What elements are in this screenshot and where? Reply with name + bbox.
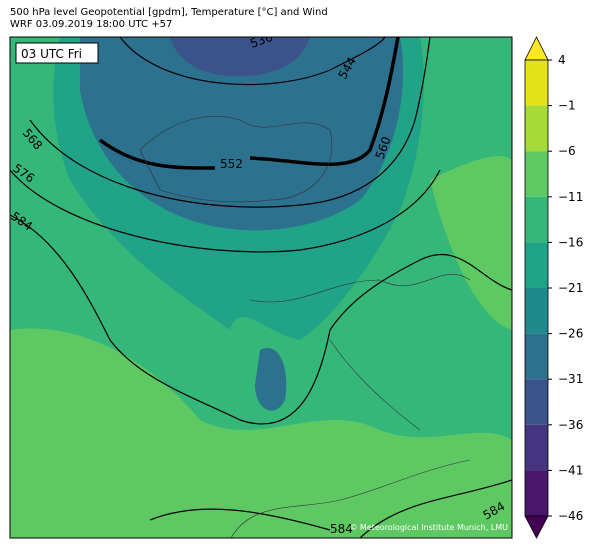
colorbar-tick-label: −41 bbox=[558, 463, 583, 477]
colorbar-band bbox=[525, 288, 548, 334]
colorbar-tick-label: −26 bbox=[558, 327, 583, 341]
colorbar-band bbox=[525, 424, 548, 471]
subtitle: WRF 03.09.2019 18:00 UTC +57 bbox=[10, 19, 172, 30]
colorbar-tick-label: 4 bbox=[558, 53, 566, 67]
colorbar-tick-label: −21 bbox=[558, 281, 583, 295]
cold-region bbox=[255, 348, 287, 411]
contour-label: 584 bbox=[330, 522, 353, 536]
cold-region bbox=[80, 37, 404, 231]
warm-region bbox=[10, 328, 512, 538]
colorbar-band bbox=[525, 470, 548, 516]
time-label-box bbox=[15, 42, 99, 64]
colorbar-tick-label: −46 bbox=[558, 509, 583, 523]
colorbar-band bbox=[525, 333, 548, 380]
map-area: 536 544 552 560 568 576 584 584 584 © Me… bbox=[10, 37, 512, 538]
credit: © Meteorological Institute Munich, LMU bbox=[349, 523, 508, 532]
colorbar-tick-label: −16 bbox=[558, 235, 583, 249]
contour-label: 552 bbox=[220, 157, 243, 171]
colorbar-tick-label: −6 bbox=[558, 144, 576, 158]
contours bbox=[10, 37, 512, 538]
colorbar-band bbox=[525, 105, 548, 152]
title: 500 hPa level Geopotential [gpdm], Tempe… bbox=[10, 7, 328, 18]
colorbar-tick-label: −31 bbox=[558, 372, 583, 386]
colorbar-band bbox=[525, 196, 548, 243]
coldest-region bbox=[170, 37, 310, 77]
colorbar-extend-under bbox=[524, 515, 549, 539]
coastlines bbox=[139, 115, 471, 538]
map-frame bbox=[9, 36, 513, 539]
colorbar-band bbox=[525, 242, 548, 288]
warm-region bbox=[430, 156, 512, 330]
colorbar-tick-label: −36 bbox=[558, 418, 583, 432]
colorbar-tick-label: −11 bbox=[558, 190, 583, 204]
time-label: 03 UTC Fri bbox=[21, 47, 82, 61]
colorbar-band bbox=[525, 60, 548, 106]
colorbar-band bbox=[525, 379, 548, 425]
colorbar-tick-label: −1 bbox=[558, 99, 576, 113]
colorbar-extend-over bbox=[524, 36, 549, 61]
colorbar-band bbox=[525, 151, 548, 197]
